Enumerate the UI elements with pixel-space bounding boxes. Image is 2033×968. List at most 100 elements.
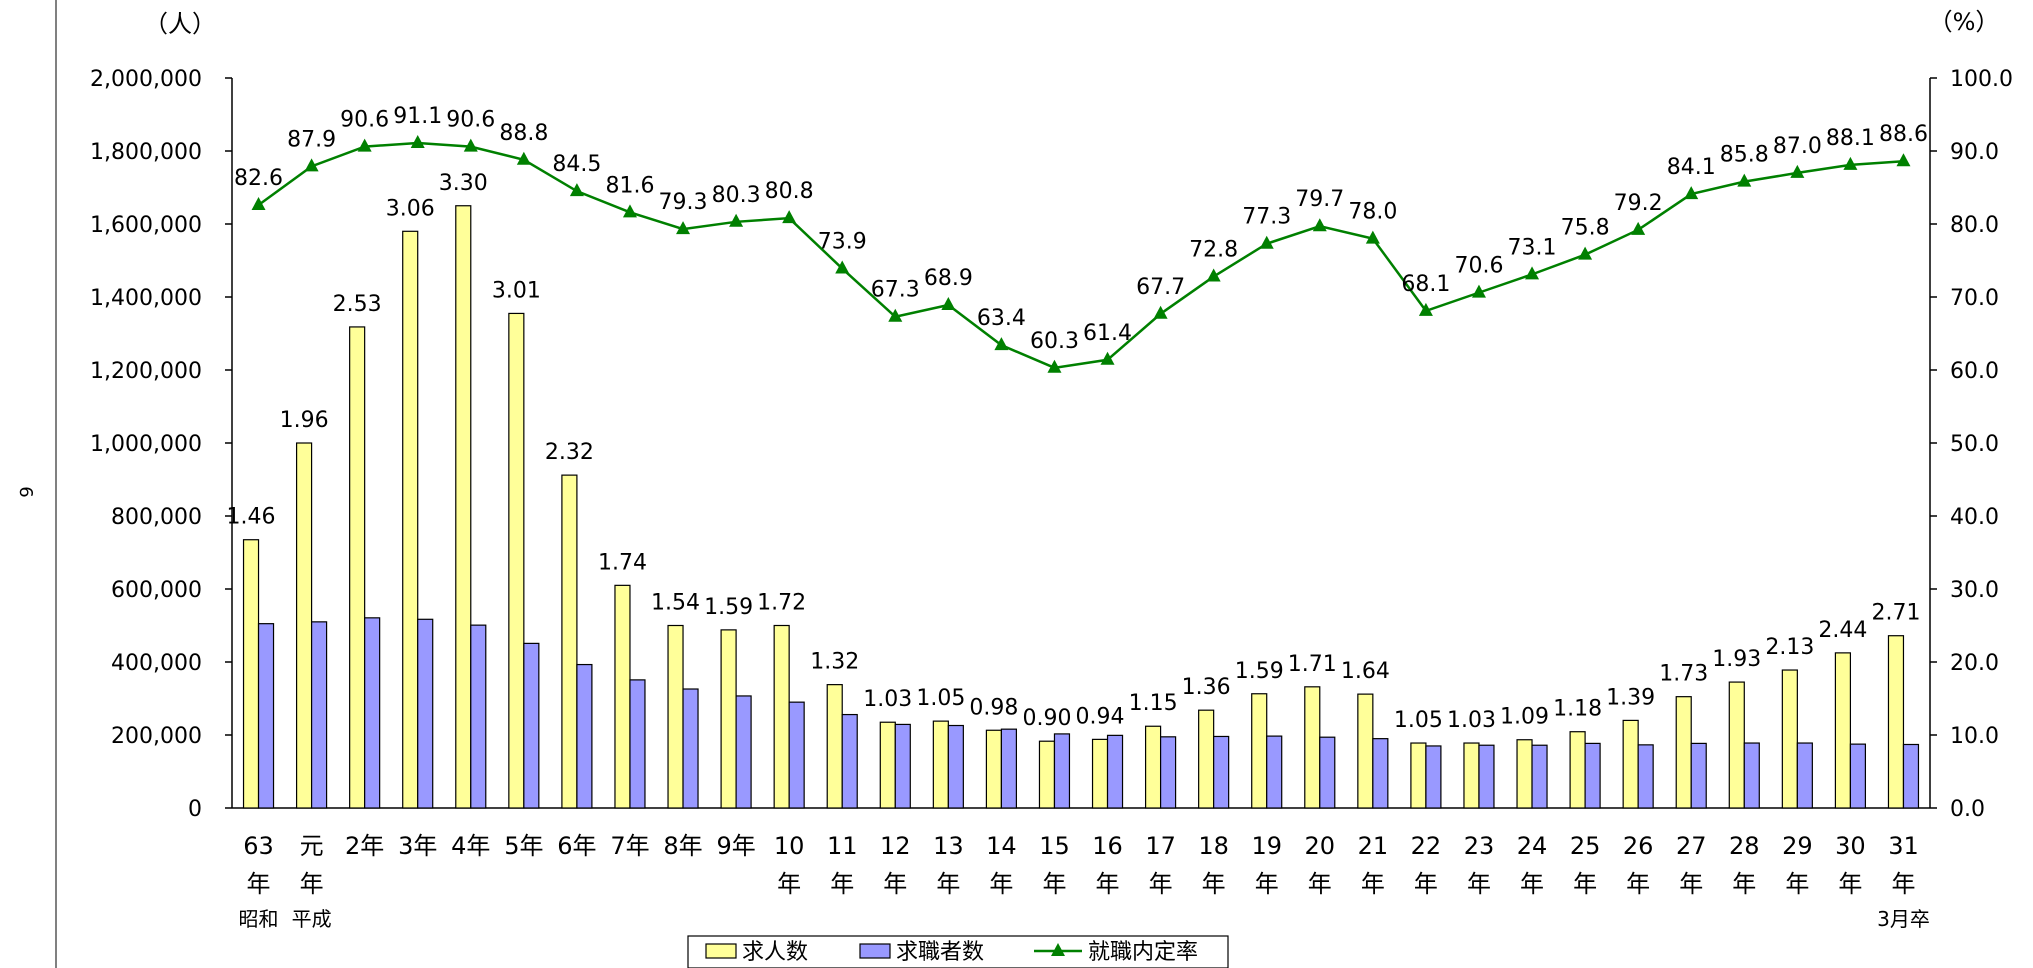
ratio-label: 0.98 xyxy=(969,695,1018,720)
ratio-label: 2.53 xyxy=(333,292,382,317)
rate-label: 75.8 xyxy=(1561,216,1610,241)
category-label-suffix: 年 xyxy=(1785,870,1809,898)
rate-label: 79.3 xyxy=(659,190,708,215)
rate-label: 60.3 xyxy=(1030,329,1079,354)
rate-label: 70.6 xyxy=(1454,254,1503,279)
marker-placement-rate xyxy=(1896,153,1911,167)
marker-placement-rate xyxy=(782,210,797,224)
left-tick-label: 1,800,000 xyxy=(90,140,202,165)
category-label: 元 xyxy=(300,832,324,860)
ratio-label: 1.74 xyxy=(598,550,647,575)
category-label: 31 xyxy=(1888,832,1919,860)
bar-job-openings xyxy=(1198,709,1215,809)
ratio-label: 1.46 xyxy=(227,505,276,530)
bar-job-seekers xyxy=(788,701,805,809)
rate-label: 68.9 xyxy=(924,266,973,291)
category-label-suffix: 年 xyxy=(1838,870,1862,898)
ratio-label: 2.13 xyxy=(1765,635,1814,660)
bar-job-seekers xyxy=(1053,733,1071,809)
bar-job-openings xyxy=(667,624,684,809)
category-label-suffix: 年 xyxy=(300,870,324,898)
category-label: 22 xyxy=(1411,832,1442,860)
category-label: 7年 xyxy=(610,832,649,860)
bar-job-seekers xyxy=(1106,734,1124,809)
bar-job-seekers xyxy=(1372,738,1389,809)
bar-job-openings xyxy=(1304,686,1321,809)
category-label: 27 xyxy=(1676,832,1707,860)
bar-job-seekers xyxy=(417,618,434,809)
rate-label: 87.9 xyxy=(287,127,336,152)
right-tick-label: 40.0 xyxy=(1950,505,1999,530)
marker-placement-rate xyxy=(835,260,850,274)
right-tick-label: 60.0 xyxy=(1950,359,1999,384)
bar-series xyxy=(242,205,1920,809)
bar-job-seekers xyxy=(1478,744,1495,809)
rate-label: 84.1 xyxy=(1667,155,1716,180)
rate-label: 90.6 xyxy=(446,108,495,133)
ratio-label: 1.09 xyxy=(1500,705,1549,730)
category-label: 13 xyxy=(933,832,964,860)
category-label-suffix: 年 xyxy=(1096,870,1120,898)
category-label: 2年 xyxy=(345,832,384,860)
bar-job-openings xyxy=(1357,693,1374,809)
rate-label: 91.1 xyxy=(393,104,442,129)
marker-placement-rate xyxy=(569,183,584,197)
rate-label: 87.0 xyxy=(1773,134,1822,159)
rate-label: 88.1 xyxy=(1826,126,1875,151)
ratio-label: 2.32 xyxy=(545,440,594,465)
bar-job-openings xyxy=(826,684,843,809)
ratio-label: 1.96 xyxy=(280,408,329,433)
bar-job-seekers xyxy=(1743,742,1760,809)
ratio-label: 1.71 xyxy=(1288,652,1337,677)
bar-job-seekers xyxy=(310,621,328,809)
era-label: 昭和 xyxy=(239,907,279,931)
category-label-suffix: 年 xyxy=(830,870,854,898)
rate-label: 84.5 xyxy=(552,152,601,177)
bar-job-openings xyxy=(295,442,313,809)
ratio-label: 2.71 xyxy=(1871,601,1920,626)
bar-job-openings xyxy=(1251,693,1268,809)
ratio-label: 1.32 xyxy=(810,650,859,675)
bar-job-openings xyxy=(455,205,472,809)
left-axis-unit: （人） xyxy=(144,10,216,38)
ratio-label: 3.30 xyxy=(439,171,488,196)
ratio-label: 2.44 xyxy=(1818,618,1867,643)
bar-job-openings xyxy=(1144,725,1162,809)
ratio-label: 1.36 xyxy=(1182,675,1231,700)
marker-placement-rate xyxy=(463,138,478,152)
line-series: 82.687.990.6 91.1 90.688.884.581.679.3 80.3… xyxy=(234,104,1928,373)
bar-job-openings xyxy=(242,539,260,809)
category-label: 4年 xyxy=(451,832,490,860)
era-label: 3月卒 xyxy=(1877,907,1930,931)
era-label: 平成 xyxy=(292,907,332,931)
rate-label: 79.7 xyxy=(1295,187,1344,212)
left-tick-label: 2,000,000 xyxy=(90,67,202,92)
marker-placement-rate xyxy=(1578,246,1593,260)
line-placement-rate xyxy=(257,141,1904,370)
category-label: 6年 xyxy=(557,832,596,860)
marker-placement-rate xyxy=(888,308,903,322)
category-label-suffix: 年 xyxy=(1414,870,1438,898)
marker-placement-rate xyxy=(1471,284,1486,298)
marker-placement-rate xyxy=(1418,302,1433,316)
category-label: 3年 xyxy=(398,832,437,860)
bar-job-seekers xyxy=(1637,744,1654,809)
rate-label: 77.3 xyxy=(1242,205,1291,230)
bar-job-openings xyxy=(1038,740,1056,809)
bar-job-seekers xyxy=(1584,742,1601,809)
ratio-label: 1.05 xyxy=(916,686,965,711)
bar-job-openings xyxy=(1463,742,1480,809)
marker-placement-rate xyxy=(1153,305,1168,319)
left-tick-label: 1,200,000 xyxy=(90,359,202,384)
bar-job-openings xyxy=(614,584,631,809)
bar-job-openings xyxy=(1516,739,1533,809)
left-tick-label: 0 xyxy=(188,797,202,822)
right-tick-label: 10.0 xyxy=(1950,724,1999,749)
bar-job-openings xyxy=(1834,652,1852,809)
bar-job-seekers xyxy=(1319,736,1336,809)
right-tick-label: 30.0 xyxy=(1950,578,1999,603)
category-label: 18 xyxy=(1198,832,1229,860)
category-label: 19 xyxy=(1251,832,1282,860)
bar-job-seekers xyxy=(576,663,593,809)
marker-placement-rate xyxy=(676,221,691,235)
